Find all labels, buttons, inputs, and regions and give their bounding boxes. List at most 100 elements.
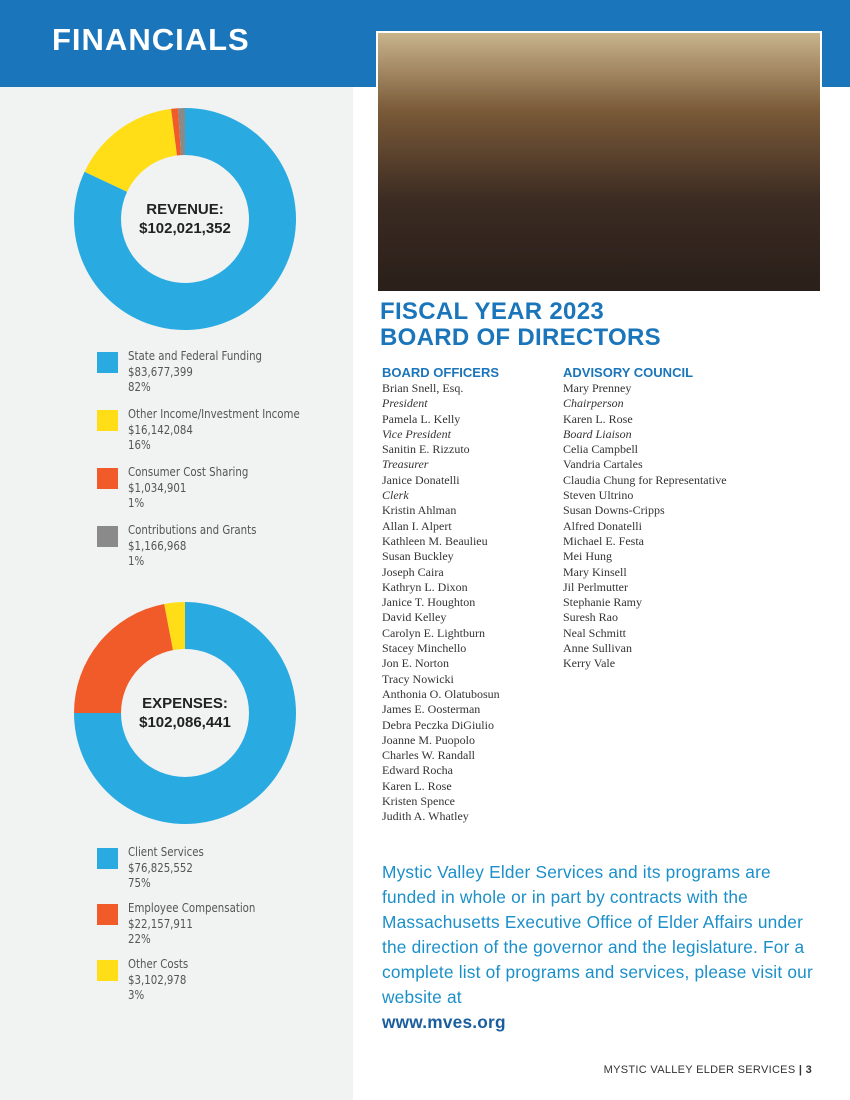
legend-percent: 22%: [128, 932, 151, 946]
board-title: FISCAL YEAR 2023: [380, 298, 604, 325]
member-name: Kathryn L. Dixon: [382, 579, 468, 594]
legend-label: Client Services: [128, 845, 204, 859]
member-name: Mary Prenney: [563, 381, 632, 395]
legend-amount: $3,102,978: [128, 972, 187, 987]
footer: MYSTIC VALLEY ELDER SERVICES | 3: [603, 1064, 812, 1076]
legend-text: Contributions and Grants $1,166,968 1%: [128, 523, 256, 570]
member-name: Charles W. Randall: [382, 748, 475, 763]
legend-amount: $1,034,901: [128, 480, 187, 495]
legend-swatch: [97, 904, 118, 925]
member-name: Karen L. Rose: [563, 411, 633, 426]
donut-segment: [74, 602, 296, 824]
column-heading: BOARD OFFICERS: [382, 365, 499, 380]
donut-segment: [178, 108, 185, 156]
legend-swatch: [97, 848, 118, 869]
member-name: Janice T. Houghton: [382, 595, 476, 610]
member-name: Stephanie Ramy: [563, 595, 642, 610]
member-role: Vice President: [382, 426, 451, 441]
board-title: BOARD OF DIRECTORS: [380, 324, 661, 351]
officers-column: BOARD OFFICERS Brian Snell, Esq. President…: [382, 365, 562, 825]
member-name: Anne Sullivan: [563, 641, 632, 656]
member-role: Board Liaison: [563, 426, 632, 441]
column-heading: ADVISORY COUNCIL: [563, 365, 694, 380]
member-name: Susan Buckley: [382, 549, 454, 564]
member-name: James E. Oosterman: [382, 702, 481, 717]
member-name: Allan I. Alpert: [382, 518, 452, 533]
member-role: President: [382, 396, 428, 411]
member-name: Mary Kinsell: [563, 564, 627, 579]
legend-swatch: [97, 468, 118, 489]
member-name: Kathleen M. Beaulieu: [382, 533, 488, 548]
legend-swatch: [97, 352, 118, 373]
member-name: Debra Peczka DiGiulio: [382, 717, 494, 732]
legend-percent: 82%: [128, 380, 151, 394]
member-name: Karen L. Rose: [382, 778, 452, 793]
legend-label: Contributions and Grants: [128, 523, 257, 537]
member-name: Brian Snell, Esq.: [382, 381, 464, 395]
member-name: Jil Perlmutter: [563, 579, 628, 594]
donut-segment: [164, 602, 185, 651]
member-name: Claudia Chung for Representative Steven …: [563, 472, 727, 503]
legend-text: Other Costs $3,102,978 3%: [128, 957, 188, 1004]
legend-amount: $76,825,552: [128, 860, 193, 875]
member-name: Jon E. Norton: [382, 656, 449, 671]
legend-swatch: [97, 526, 118, 547]
legend-label: Consumer Cost Sharing: [128, 465, 249, 479]
legend-percent: 75%: [128, 876, 151, 890]
website[interactable]: www.mves.org: [382, 1012, 506, 1032]
member-name: Stacey Minchello: [382, 641, 467, 656]
legend-label: Other Costs: [128, 957, 189, 971]
member-name: Kerry Vale: [563, 656, 616, 671]
footer-org: MYSTIC VALLEY ELDER SERVICES: [603, 1064, 796, 1076]
advisory-column: ADVISORY COUNCIL Mary Prenney Chairperson K…: [563, 365, 743, 672]
legend-text: Employee Compensation $22,157,911 22%: [128, 901, 255, 948]
donut-segment: [74, 108, 296, 330]
legend-label: Other Income/Investment Income: [128, 407, 300, 421]
legend-text: Other Income/Investment Income $16,142,08…: [128, 407, 300, 454]
member-role: Clerk: [382, 488, 409, 503]
member-name: Celia Campbell: [563, 442, 638, 457]
donut-segment: [84, 108, 177, 192]
legend-text: State and Federal Funding $83,677,399 82%: [128, 349, 262, 396]
chart-title: REVENUE:: [146, 201, 224, 218]
member-name: Tracy Nowicki: [382, 671, 454, 686]
member-name: Carolyn E. Lightburn: [382, 625, 485, 640]
legend-label: Employee Compensation: [128, 901, 256, 915]
legend-text: Consumer Cost Sharing $1,034,901 1%: [128, 465, 248, 512]
member-name: Edward Rocha: [382, 763, 453, 778]
legend-swatch: [97, 960, 118, 981]
member-name: Joanne M. Puopolo: [382, 732, 475, 747]
donut-segment: [171, 108, 181, 156]
member-role: Treasurer: [382, 457, 429, 472]
member-name: Susan Downs-Cripps: [563, 503, 665, 518]
legend-label: State and Federal Funding: [128, 349, 263, 363]
board-photo: [376, 31, 822, 293]
member-role: Chairperson: [563, 396, 624, 411]
legend-percent: 1%: [128, 554, 145, 568]
member-name: Mei Hung: [563, 549, 612, 564]
donut-segment: [74, 603, 174, 713]
legend-swatch: [97, 410, 118, 431]
member-name: Kristen Spence: [382, 794, 455, 809]
member-name: Kristin Ahlman: [382, 503, 457, 518]
legend-amount: $83,677,399: [128, 364, 193, 379]
page-title: FINANCIALS: [52, 22, 250, 57]
member-name: Neal Schmitt: [563, 625, 626, 640]
legend-amount: $22,157,911: [128, 916, 193, 931]
chart-total: $102,086,441: [139, 714, 231, 731]
member-name: Suresh Rao: [563, 610, 618, 625]
member-name: Vandria Cartales: [563, 457, 643, 472]
note-text: Mystic Valley Elder Services and its pro…: [382, 862, 813, 1007]
member-name: Pamela L. Kelly: [382, 411, 461, 426]
legend-percent: 16%: [128, 438, 151, 452]
charts: REVENUE: $102,021,352 EXPENSES: $102,086,44…: [74, 108, 296, 824]
member-name: David Kelley: [382, 610, 447, 625]
member-name: Janice Donatelli: [382, 472, 460, 487]
legend-text: Client Services $76,825,552 75%: [128, 845, 204, 892]
member-name: Alfred Donatelli: [563, 518, 642, 533]
page-number: 3: [805, 1064, 812, 1076]
chart-total: $102,021,352: [139, 220, 231, 237]
funding-note: Mystic Valley Elder Services and its pro…: [382, 860, 822, 1035]
legend-amount: $16,142,084: [128, 422, 193, 437]
